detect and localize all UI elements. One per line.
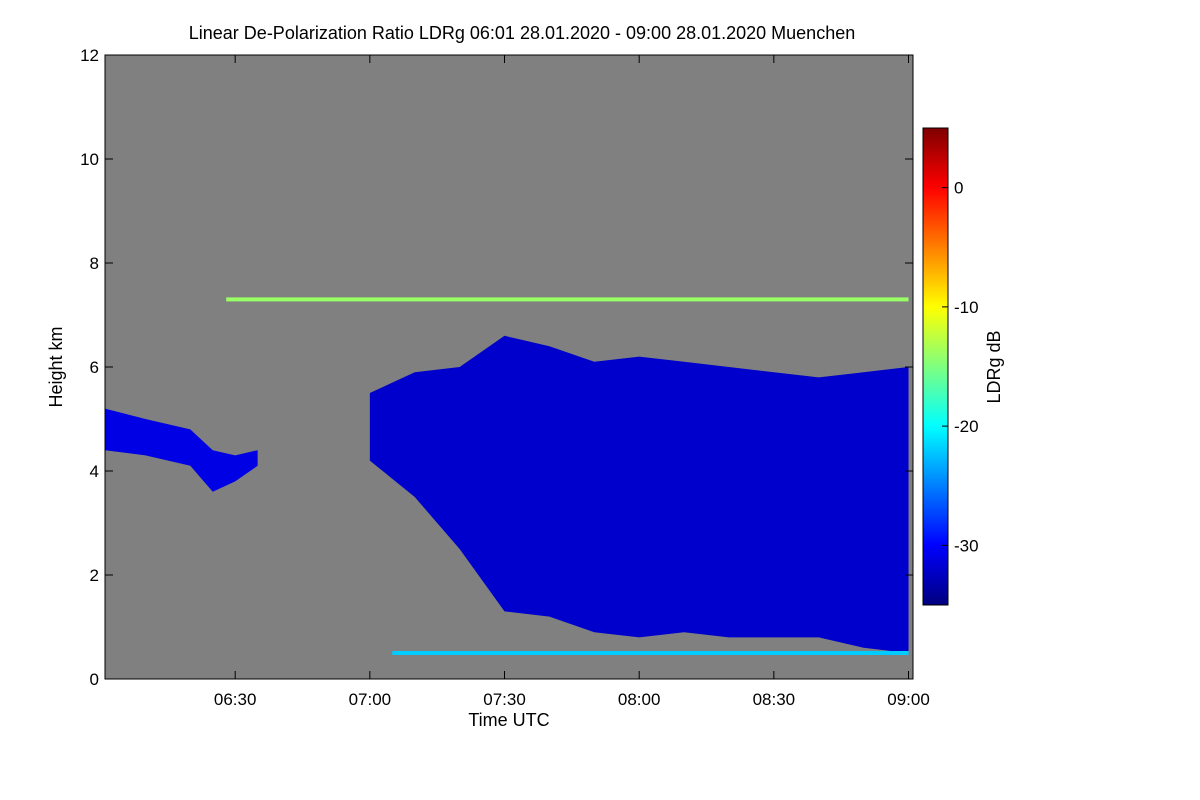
x-tick-label: 06:30 [214, 690, 257, 709]
y-tick-label: 12 [80, 46, 99, 65]
heatmap-layer [105, 297, 909, 655]
feature-thin-layer-7km [226, 297, 909, 302]
x-tick-label: 08:30 [753, 690, 796, 709]
y-tick-label: 4 [90, 462, 99, 481]
x-axis: 06:30 07:00 07:30 08:00 08:30 09:00 [214, 55, 930, 709]
plot-area [104, 54, 914, 680]
y-tick-label: 2 [90, 566, 99, 585]
x-axis-label: Time UTC [468, 710, 549, 730]
y-tick-label: 10 [80, 150, 99, 169]
chart-title: Linear De-Polarization Ratio LDRg 06:01 … [189, 23, 855, 43]
y-tick-label: 6 [90, 358, 99, 377]
x-tick-label: 07:00 [349, 690, 392, 709]
colorbar-gradient [922, 127, 949, 606]
y-axis: 0 2 4 6 8 10 12 [80, 46, 913, 689]
colorbar: 0 -10 -20 -30 LDRg dB [922, 127, 1004, 606]
y-tick-label: 8 [90, 254, 99, 273]
feature-early-cloud [105, 408, 258, 492]
y-axis-label: Height km [46, 326, 66, 407]
colorbar-ticks: 0 -10 -20 -30 [942, 179, 979, 555]
colorbar-tick-label: -30 [954, 536, 979, 555]
feature-boundary-layer [392, 651, 909, 655]
colorbar-tick-label: 0 [954, 179, 963, 198]
x-tick-label: 07:30 [483, 690, 526, 709]
x-tick-label: 09:00 [887, 690, 930, 709]
colorbar-tick-label: -20 [954, 417, 979, 436]
feature-cirrus-deck [369, 335, 909, 653]
colorbar-tick-label: -10 [954, 298, 979, 317]
y-tick-label: 0 [90, 670, 99, 689]
colorbar-label: LDRg dB [984, 330, 1004, 403]
x-tick-label: 08:00 [618, 690, 661, 709]
